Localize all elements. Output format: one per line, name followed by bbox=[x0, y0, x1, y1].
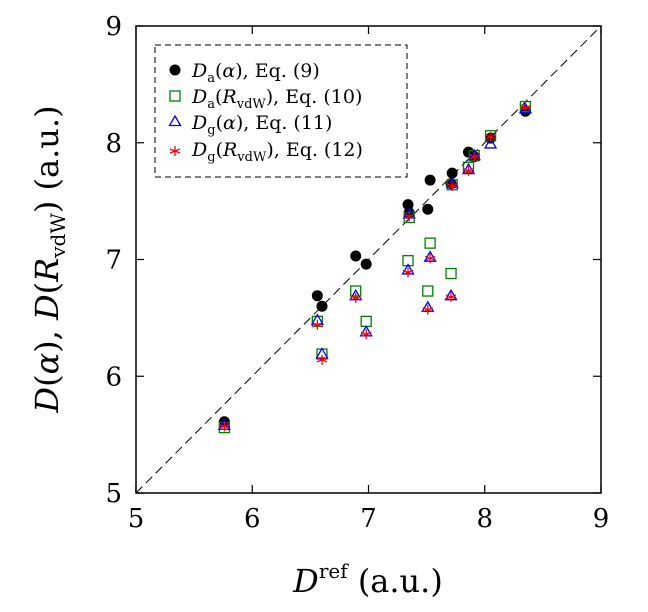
legend-marker-open-triangle bbox=[168, 114, 182, 127]
data-point-da-rvdw bbox=[424, 237, 436, 249]
x-tick-label: 6 bbox=[244, 504, 261, 534]
data-point-da-alpha bbox=[402, 199, 414, 211]
x-axis-label: Dref (a.u.) bbox=[292, 559, 443, 600]
y-tick-label: 9 bbox=[105, 12, 122, 42]
data-point-dg-alpha bbox=[483, 137, 498, 149]
svg-text:D(α), D(RvdW) (a.u.): D(α), D(RvdW) (a.u.) bbox=[28, 105, 70, 413]
data-point-dg-rvdw bbox=[445, 291, 457, 302]
legend-item-dg-rvdw: Dg(RvdW), Eq. (12) bbox=[169, 139, 363, 165]
svg-text:Dg(α), Eq. (11): Dg(α), Eq. (11) bbox=[191, 112, 332, 138]
x-tick-label: 7 bbox=[360, 504, 377, 534]
svg-text:Da(α), Eq. (9): Da(α), Eq. (9) bbox=[191, 60, 320, 86]
data-point-dg-rvdw bbox=[463, 165, 474, 176]
data-point-dg-rvdw bbox=[402, 267, 414, 278]
data-point-da-rvdw bbox=[360, 315, 372, 328]
data-point-dg-rvdw bbox=[446, 180, 458, 191]
legend-marker-open-square bbox=[169, 90, 181, 102]
data-point-da-alpha bbox=[424, 174, 436, 186]
y-tick-label: 6 bbox=[105, 362, 122, 392]
data-point-dg-rvdw bbox=[422, 304, 434, 315]
x-tick-label: 9 bbox=[593, 504, 610, 534]
x-tick-label: 5 bbox=[128, 504, 145, 534]
svg-text:Dref (a.u.): Dref (a.u.) bbox=[292, 559, 443, 600]
legend-box bbox=[154, 44, 408, 178]
y-axis-label: D(α), D(RvdW) (a.u.) bbox=[28, 105, 70, 413]
data-point-da-alpha bbox=[446, 167, 458, 179]
y-tick-label: 5 bbox=[105, 479, 122, 509]
data-point-da-rvdw bbox=[445, 267, 457, 280]
legend-item-dg-alpha: Dg(α), Eq. (11) bbox=[168, 112, 332, 138]
y-tick-label: 8 bbox=[105, 129, 122, 159]
data-point-dg-rvdw bbox=[424, 253, 436, 264]
data-point-dg-rvdw bbox=[350, 293, 361, 304]
data-point-da-rvdw bbox=[422, 285, 434, 297]
data-point-da-alpha bbox=[350, 250, 362, 262]
data-point-dg-rvdw bbox=[485, 131, 496, 142]
svg-text:Da(RvdW), Eq. (10): Da(RvdW), Eq. (10) bbox=[191, 86, 362, 112]
legend: Da(α), Eq. (9) Da(RvdW), Eq. (10) Dg(α),… bbox=[154, 44, 408, 178]
data-point-dg-rvdw bbox=[520, 102, 531, 113]
legend-item-da-rvdw: Da(RvdW), Eq. (10) bbox=[169, 86, 362, 112]
data-point-da-alpha bbox=[311, 290, 323, 302]
data-point-da-alpha bbox=[316, 300, 328, 312]
legend-marker-filled-circle bbox=[169, 64, 181, 76]
data-point-dg-rvdw bbox=[312, 319, 323, 330]
data-point-da-alpha bbox=[422, 203, 434, 215]
data-point-dg-rvdw bbox=[219, 421, 230, 432]
legend-item-da-alpha: Da(α), Eq. (9) bbox=[169, 60, 320, 86]
data-point-dg-rvdw bbox=[403, 211, 415, 222]
data-point-dg-rvdw bbox=[316, 354, 328, 365]
y-tick-label: 7 bbox=[105, 246, 122, 276]
x-tick-label: 8 bbox=[476, 504, 493, 534]
legend-marker-star bbox=[169, 146, 181, 156]
data-point-dg-rvdw bbox=[360, 329, 372, 340]
data-point-dg-rvdw bbox=[469, 151, 480, 162]
data-point-da-alpha bbox=[360, 258, 372, 270]
svg-text:Dg(RvdW), Eq. (12): Dg(RvdW), Eq. (12) bbox=[191, 139, 363, 165]
